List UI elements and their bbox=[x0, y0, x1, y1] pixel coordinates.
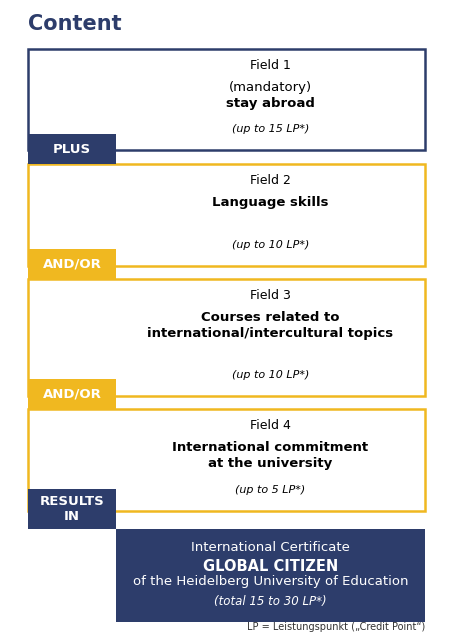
FancyBboxPatch shape bbox=[28, 49, 425, 150]
Text: Field 3: Field 3 bbox=[250, 289, 291, 302]
Text: Language skills: Language skills bbox=[212, 196, 329, 209]
Text: RESULTS
IN: RESULTS IN bbox=[40, 495, 104, 523]
FancyBboxPatch shape bbox=[28, 134, 116, 164]
Text: (up to 15 LP*): (up to 15 LP*) bbox=[232, 124, 309, 134]
FancyBboxPatch shape bbox=[28, 379, 116, 409]
Text: AND/OR: AND/OR bbox=[42, 258, 101, 270]
Text: Field 4: Field 4 bbox=[250, 419, 291, 432]
FancyBboxPatch shape bbox=[116, 529, 425, 622]
Text: (total 15 to 30 LP*): (total 15 to 30 LP*) bbox=[214, 595, 327, 608]
Text: Courses related to: Courses related to bbox=[201, 311, 340, 324]
Text: PLUS: PLUS bbox=[53, 142, 91, 155]
FancyBboxPatch shape bbox=[28, 489, 116, 529]
Text: GLOBAL CITIZEN: GLOBAL CITIZEN bbox=[203, 559, 338, 574]
Text: international/intercultural topics: international/intercultural topics bbox=[147, 327, 394, 340]
Text: LP = Leistungspunkt („Credit Point“): LP = Leistungspunkt („Credit Point“) bbox=[247, 622, 425, 632]
Text: stay abroad: stay abroad bbox=[226, 97, 315, 110]
Text: Field 2: Field 2 bbox=[250, 174, 291, 187]
Text: at the university: at the university bbox=[208, 457, 333, 470]
Text: of the Heidelberg University of Education: of the Heidelberg University of Educatio… bbox=[133, 575, 408, 588]
Text: (mandatory): (mandatory) bbox=[229, 81, 312, 94]
Text: Content: Content bbox=[28, 14, 122, 34]
Text: (up to 10 LP*): (up to 10 LP*) bbox=[232, 240, 309, 250]
Text: International Certificate: International Certificate bbox=[191, 541, 350, 554]
Text: (up to 5 LP*): (up to 5 LP*) bbox=[235, 485, 306, 495]
FancyBboxPatch shape bbox=[28, 279, 425, 396]
Text: (up to 10 LP*): (up to 10 LP*) bbox=[232, 370, 309, 380]
FancyBboxPatch shape bbox=[28, 409, 425, 511]
FancyBboxPatch shape bbox=[28, 164, 425, 266]
Text: AND/OR: AND/OR bbox=[42, 388, 101, 401]
Text: Field 1: Field 1 bbox=[250, 59, 291, 72]
FancyBboxPatch shape bbox=[28, 249, 116, 279]
Text: International commitment: International commitment bbox=[172, 441, 368, 454]
